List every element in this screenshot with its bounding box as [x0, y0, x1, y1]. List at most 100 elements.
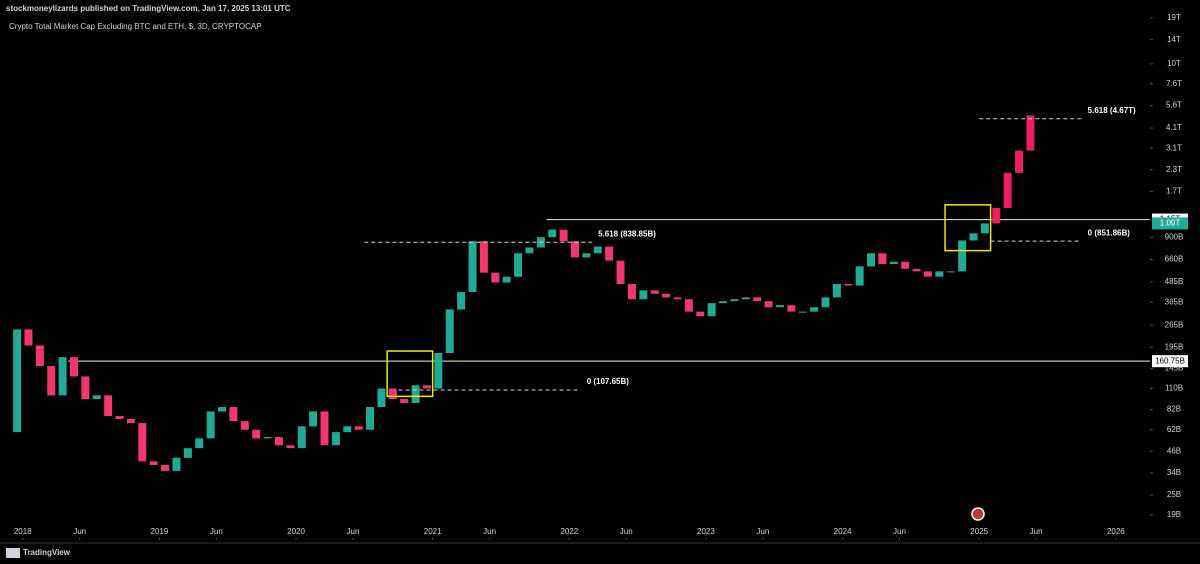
- x-tick-label: 2023: [697, 527, 715, 536]
- candle-body: [582, 253, 591, 258]
- y-tick-label: 19B: [1167, 510, 1181, 519]
- candle-body: [605, 246, 614, 261]
- y-tick-label: 14T: [1167, 35, 1181, 44]
- candle-body: [1003, 172, 1012, 209]
- candle-body: [684, 299, 693, 312]
- candle-body: [35, 345, 44, 367]
- candle-body: [525, 247, 534, 254]
- y-tick-label: 7.6T: [1166, 79, 1182, 88]
- candle-body: [878, 253, 887, 265]
- candle-body: [571, 241, 579, 258]
- y-tick-label: 1.7T: [1166, 187, 1182, 196]
- candle-body: [627, 283, 636, 300]
- candle-body: [969, 233, 978, 241]
- candle-body: [502, 276, 511, 283]
- candle-body: [195, 438, 204, 449]
- candle-body: [434, 353, 443, 389]
- candle-body: [252, 429, 261, 439]
- x-tick-label: Jun: [1030, 527, 1043, 536]
- candle-body: [149, 461, 158, 465]
- logo: [6, 548, 20, 558]
- price-tag: [1152, 217, 1188, 230]
- candle-body: [138, 423, 147, 462]
- candle-body: [707, 303, 716, 317]
- candle-body: [821, 297, 830, 308]
- x-tick-label: Jun: [756, 527, 769, 536]
- header: stockmoneylizards published on TradingVi…: [6, 4, 291, 13]
- y-tick-label: 365B: [1165, 297, 1184, 306]
- candle-body: [992, 208, 1001, 224]
- candle-body: [935, 271, 944, 277]
- candle-body: [172, 457, 181, 471]
- candle-body: [183, 448, 192, 458]
- candle-body: [741, 297, 750, 300]
- y-tick-label: 265B: [1165, 320, 1184, 329]
- x-tick-label: 2024: [834, 527, 852, 536]
- candle-body: [263, 437, 272, 439]
- y-tick-label: 145B: [1165, 364, 1184, 373]
- candle-body: [411, 385, 420, 403]
- candle-body: [115, 416, 124, 419]
- candle-body: [639, 290, 648, 300]
- candle-body: [491, 272, 500, 283]
- x-tick-label: 2019: [151, 527, 169, 536]
- fib-label: 0 (107.65B): [587, 377, 630, 386]
- candle-body: [331, 432, 340, 446]
- event-icon: [971, 507, 985, 521]
- x-tick-label: 2026: [1107, 527, 1125, 536]
- y-tick-label: 62B: [1167, 425, 1181, 434]
- highlight-box: [386, 350, 434, 398]
- x-tick-label: 2018: [14, 527, 32, 536]
- candle-body: [1026, 115, 1035, 151]
- y-tick-label: 46B: [1167, 446, 1181, 455]
- candle-body: [309, 411, 318, 427]
- candle-body: [92, 395, 101, 400]
- y-tick-label: 4.1T: [1166, 123, 1182, 132]
- candle-body: [320, 411, 329, 446]
- y-tick-label: 5.6T: [1166, 101, 1182, 110]
- x-tick-label: Jun: [483, 527, 496, 536]
- y-tick-label: 110B: [1165, 384, 1183, 393]
- footer: TradingView: [23, 548, 71, 557]
- candle-body: [388, 388, 397, 400]
- candle-body: [126, 418, 135, 424]
- y-tick-label: 195B: [1165, 342, 1184, 351]
- candle-body: [616, 260, 625, 284]
- candle-body: [468, 241, 477, 293]
- candle-body: [980, 223, 989, 234]
- x-tick-label: 2022: [560, 527, 578, 536]
- candle-body: [946, 271, 955, 273]
- candle-body: [366, 407, 375, 430]
- candle-body: [867, 253, 876, 267]
- price-tag-label: 1.09T: [1160, 219, 1181, 228]
- y-tick-label: 485B: [1165, 277, 1184, 286]
- candle-body: [810, 307, 819, 312]
- y-tick-label: 25B: [1167, 490, 1181, 499]
- price-tag-label: 160.75B: [1155, 356, 1185, 365]
- candle-body: [206, 411, 215, 439]
- candle-body: [297, 426, 306, 449]
- candle-body: [457, 292, 466, 310]
- candle-body: [24, 329, 33, 346]
- y-tick-label: 82B: [1167, 405, 1181, 414]
- candle-body: [958, 240, 967, 272]
- candle-body: [218, 407, 227, 412]
- candle-body: [58, 357, 67, 396]
- candle-body: [798, 311, 807, 313]
- candle-body: [912, 268, 921, 272]
- candle-body: [855, 266, 864, 286]
- y-tick-label: 34B: [1167, 468, 1181, 477]
- candle-body: [673, 297, 682, 300]
- highlight-box: [944, 204, 992, 252]
- candle-body: [764, 301, 773, 308]
- candle-body: [753, 297, 762, 302]
- candle-body: [696, 311, 705, 317]
- candle-body: [889, 261, 898, 265]
- y-tick-label: 3.1T: [1166, 143, 1182, 152]
- candle-body: [514, 253, 523, 277]
- x-tick-label: Jun: [620, 527, 633, 536]
- candle-body: [229, 407, 238, 422]
- chart-title: Crypto Total Market Cap Excluding BTC an…: [9, 22, 262, 31]
